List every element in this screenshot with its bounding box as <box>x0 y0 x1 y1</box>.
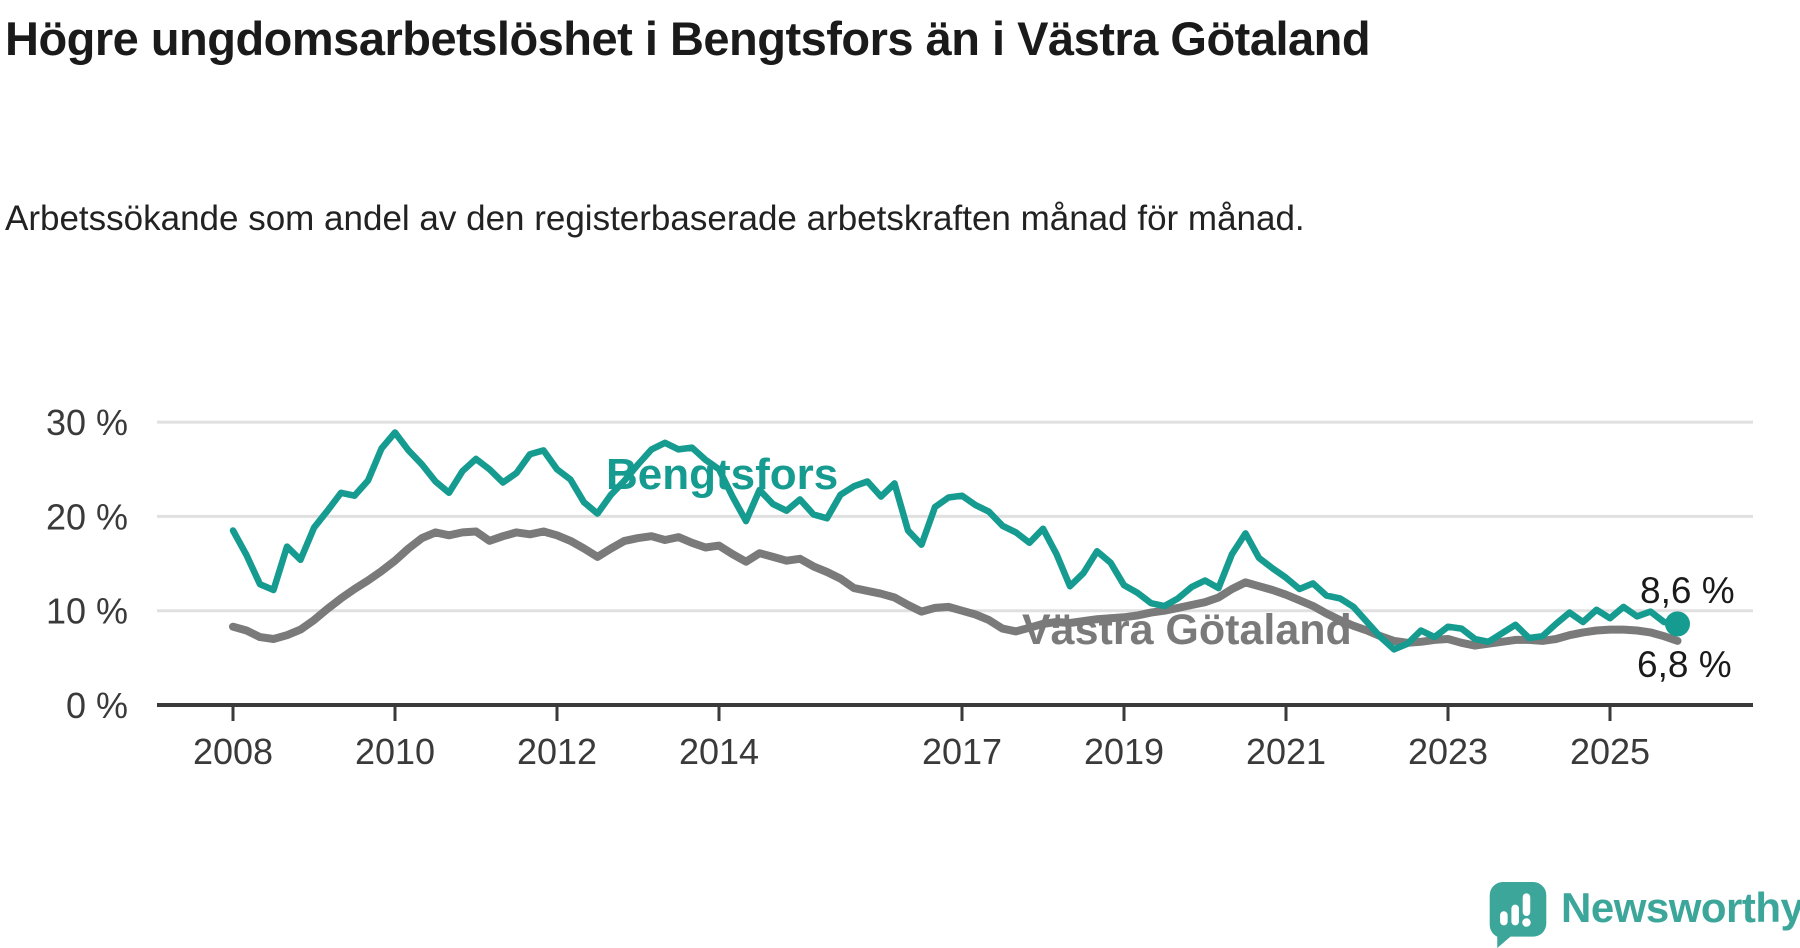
x-tick-label: 2017 <box>922 731 1002 772</box>
x-tick-label: 2023 <box>1408 731 1488 772</box>
end-value-label-vastra-gotaland: 6,8 % <box>1637 644 1732 685</box>
x-tick-label: 2019 <box>1084 731 1164 772</box>
x-tick-label: 2014 <box>679 731 759 772</box>
x-tick-label: 2010 <box>355 731 435 772</box>
x-tick-label: 2025 <box>1570 731 1650 772</box>
y-tick-label: 10 % <box>46 591 128 632</box>
series-label-vastra-gotaland: Västra Götaland <box>1022 606 1352 654</box>
newsworthy-logo-text: Newsworthy <box>1561 884 1800 931</box>
newsworthy-logo-icon <box>1489 882 1547 948</box>
series-line-v-stra-g-taland <box>229 527 1682 650</box>
x-tick-label: 2012 <box>517 731 597 772</box>
series-label-bengtsfors: Bengtsfors <box>606 450 839 499</box>
chart-title: Högre ungdomsarbetslöshet i Bengtsfors ä… <box>5 12 1371 65</box>
chart-subtitle: Arbetssökande som andel av den registerb… <box>5 199 1305 238</box>
y-tick-label: 30 % <box>46 402 128 443</box>
y-tick-label: 20 % <box>46 496 128 537</box>
x-tick-label: 2021 <box>1246 731 1326 772</box>
x-tick-label: 2008 <box>193 731 273 772</box>
end-value-label-bengtsfors: 8,6 % <box>1640 570 1735 611</box>
line-chart: 0 % 10 % 20 % 30 % 2008 2010 2012 2014 2017 2019 2… <box>46 402 1753 772</box>
series-line-bengtsfors <box>229 429 1681 653</box>
newsworthy-logo: Newsworthy <box>1489 882 1800 948</box>
y-tick-label: 0 % <box>66 685 128 726</box>
end-dot-bengtsfors <box>1665 611 1691 637</box>
